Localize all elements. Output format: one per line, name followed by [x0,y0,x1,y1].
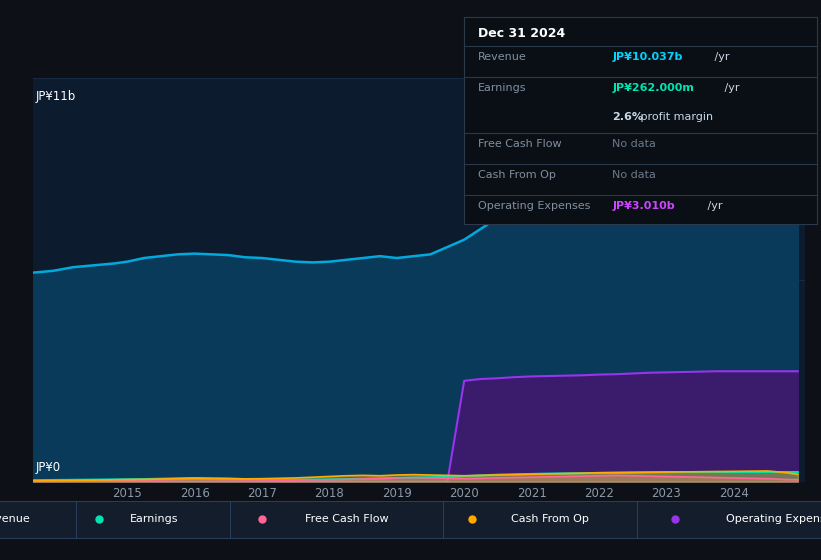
Text: Revenue: Revenue [0,515,30,524]
Text: Operating Expenses: Operating Expenses [478,201,590,211]
Text: profit margin: profit margin [637,112,713,122]
Text: Free Cash Flow: Free Cash Flow [478,139,562,149]
Text: Cash From Op: Cash From Op [511,515,589,524]
Text: Cash From Op: Cash From Op [478,170,556,180]
Text: /yr: /yr [704,201,722,211]
Text: JP¥3.010b: JP¥3.010b [612,201,675,211]
Text: JP¥262.000m: JP¥262.000m [612,83,694,93]
Text: Operating Expenses: Operating Expenses [726,515,821,524]
Text: Revenue: Revenue [478,52,527,62]
Text: /yr: /yr [721,83,740,93]
Text: JP¥10.037b: JP¥10.037b [612,52,682,62]
Text: JP¥0: JP¥0 [35,460,60,474]
Text: JP¥11b: JP¥11b [35,91,76,104]
Text: Free Cash Flow: Free Cash Flow [305,515,388,524]
Text: No data: No data [612,139,656,149]
Text: Dec 31 2024: Dec 31 2024 [478,27,565,40]
Text: 2.6%: 2.6% [612,112,643,122]
Text: Earnings: Earnings [478,83,526,93]
Text: /yr: /yr [711,52,730,62]
Text: No data: No data [612,170,656,180]
Text: Earnings: Earnings [130,515,178,524]
